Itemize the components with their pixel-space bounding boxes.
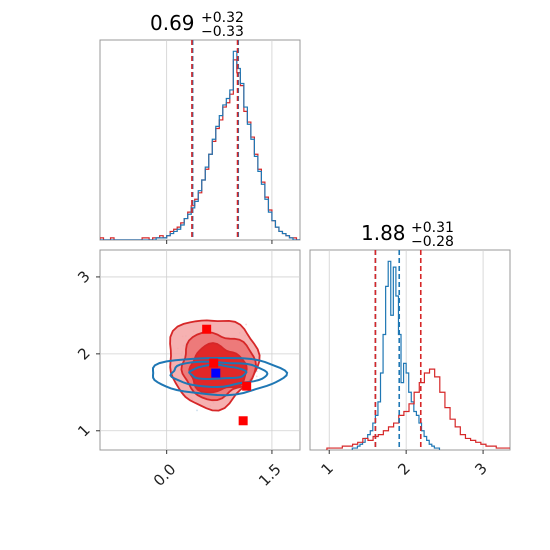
joint-sample-point <box>255 375 258 378</box>
marginal-y-hist-series-1 <box>351 260 441 450</box>
marginal-x-quantiles <box>166 40 273 244</box>
marginal-x-title-upper: +0.32 <box>201 10 244 26</box>
marginal-y-panel: 1.88 +0.31 −0.28 1 2 3 <box>309 220 511 479</box>
marginal-x-hist-series-2 <box>100 50 300 240</box>
marginal-y-title-upper: +0.31 <box>411 220 454 236</box>
joint-sample-point <box>245 323 248 326</box>
joint-blue-contour-inner <box>188 363 248 380</box>
joint-red-marker <box>238 416 248 426</box>
marginal-y-grid <box>328 250 484 450</box>
marginal-x-hist-series-1 <box>100 59 300 240</box>
marginal-x-title-lower: −0.33 <box>201 24 244 40</box>
marginal-x-frame <box>99 39 301 241</box>
marginal-y-frame <box>309 249 511 451</box>
marginal-y-histograms <box>326 260 510 450</box>
joint-red-marker <box>209 358 219 368</box>
joint-sample-point <box>196 409 198 412</box>
marginal-y-title-lower: −0.28 <box>411 234 454 250</box>
marginal-y-hist-series-2 <box>326 368 510 450</box>
marginal-y-title-value: 1.88 <box>361 221 406 245</box>
joint-blue-marker <box>211 368 221 378</box>
joint-contours <box>151 319 289 426</box>
joint-red-contour-inner <box>188 342 248 394</box>
joint-ytick-label: 3 <box>74 267 93 286</box>
marginal-x-title-value: 0.69 <box>150 11 195 35</box>
joint-xtick-label: 1.5 <box>255 460 285 490</box>
joint-red-marker <box>242 381 252 391</box>
joint-ytick-label: 1 <box>74 421 93 440</box>
joint-xtick-label: 0.0 <box>150 460 180 490</box>
marginal-x-histograms <box>100 50 300 240</box>
marginal-y-tick-label: 3 <box>471 459 490 478</box>
joint-red-marker <box>202 324 212 334</box>
marginal-y-ticks: 1 2 3 <box>317 450 491 479</box>
joint-blue-contour-middle <box>169 360 269 389</box>
marginal-x-panel: 0.69 +0.32 −0.33 <box>99 10 301 244</box>
marginal-y-tick-label: 1 <box>317 459 336 478</box>
marginal-y-quantiles <box>374 250 422 450</box>
joint-panel: 1 2 3 0.0 1.5 <box>74 249 301 490</box>
joint-blue-contour-outer <box>151 357 289 397</box>
joint-ytick-label: 2 <box>74 344 93 363</box>
marginal-x-grid <box>166 40 273 240</box>
marginal-y-tick-label: 2 <box>394 459 413 478</box>
